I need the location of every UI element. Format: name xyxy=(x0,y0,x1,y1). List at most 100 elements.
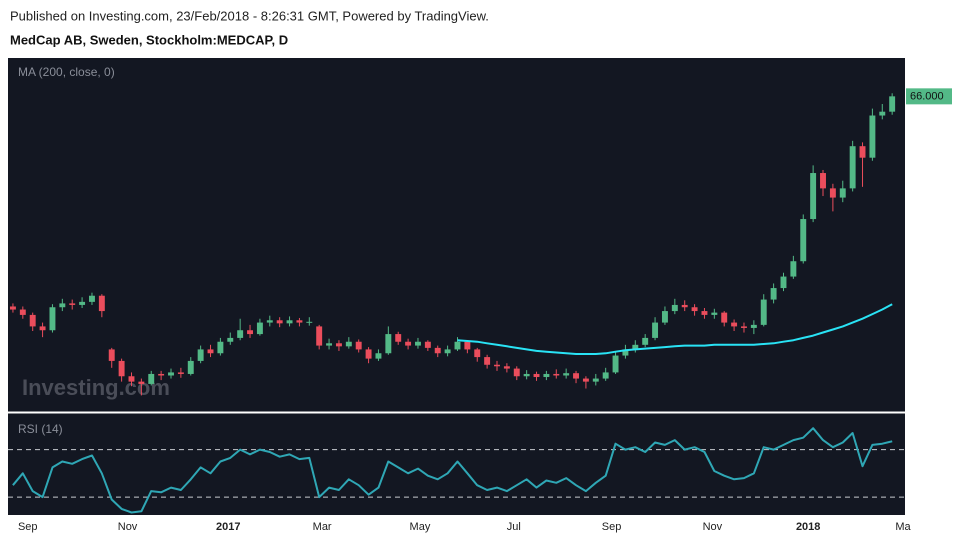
candle-body xyxy=(276,320,283,324)
watermark: Investing.com xyxy=(22,375,170,400)
candle-body xyxy=(237,330,244,338)
candle-body xyxy=(582,378,589,382)
rsi-legend: RSI (14) xyxy=(18,422,63,436)
labels-layer: 66.000 Sep Nov 2017 Mar May Jul Sep Nov 2018 Ma xyxy=(18,88,952,533)
candle-body xyxy=(59,303,66,308)
candle-body xyxy=(829,188,836,198)
candle-body xyxy=(148,373,155,384)
candle-body xyxy=(385,334,392,354)
candle-body xyxy=(494,364,500,367)
candle-body xyxy=(721,312,728,323)
line-series xyxy=(457,303,893,355)
candle-body xyxy=(128,376,135,382)
x-tick-label: Jul xyxy=(507,521,521,533)
candle-body xyxy=(632,344,639,350)
published-note: Published on Investing.com, 23/Feb/2018 … xyxy=(10,8,489,23)
candle-body xyxy=(355,341,362,350)
candle-body xyxy=(444,349,451,354)
plot-background xyxy=(8,58,905,515)
candle-body xyxy=(790,261,797,277)
x-tick-label: Sep xyxy=(18,521,38,533)
candle-body xyxy=(29,314,36,327)
candle-body xyxy=(602,372,609,379)
candle-body xyxy=(513,368,520,377)
candle-body xyxy=(434,347,441,354)
candle-body xyxy=(849,146,856,189)
candle-body xyxy=(197,349,204,361)
ma-legend: MA (200, close, 0) xyxy=(18,65,115,79)
candle-body xyxy=(118,360,125,377)
candle-body xyxy=(365,349,372,359)
candle-body xyxy=(335,343,342,347)
chart-title: MedCap AB, Sweden, Stockholm:MEDCAP, D xyxy=(10,32,288,47)
candle-body xyxy=(503,366,510,369)
x-tick-label: May xyxy=(410,521,431,533)
candle-body xyxy=(533,373,540,378)
candle-body xyxy=(454,341,461,350)
candle-body xyxy=(622,349,629,356)
candle-body xyxy=(108,349,115,361)
candle-body xyxy=(474,349,481,358)
candle-body xyxy=(89,295,95,302)
candle-body xyxy=(592,378,599,382)
candle-body xyxy=(247,330,253,335)
candle-body xyxy=(760,299,767,325)
candle-body xyxy=(543,373,550,378)
x-tick-label: Nov xyxy=(118,521,138,533)
candle-body xyxy=(395,334,402,342)
x-tick-label: Sep xyxy=(602,521,622,533)
x-tick-label: Mar xyxy=(313,521,332,533)
candle-body xyxy=(573,373,579,379)
candle-body xyxy=(859,146,866,158)
candle-body xyxy=(49,307,56,331)
candle-body xyxy=(296,320,303,323)
x-tick-label: Ma xyxy=(895,521,911,533)
last-price-label: 66.000 xyxy=(910,90,944,102)
candle-body xyxy=(563,373,570,376)
candle-body xyxy=(405,341,412,346)
candle-body xyxy=(207,349,214,354)
candle-body xyxy=(286,320,293,324)
candle-body xyxy=(553,373,560,376)
candle-body xyxy=(770,288,777,300)
candle-body xyxy=(39,326,46,331)
line-series xyxy=(12,427,893,514)
candle-body xyxy=(701,311,708,315)
candle-body xyxy=(177,372,184,374)
candle-body xyxy=(731,322,738,327)
candle-body xyxy=(227,337,234,342)
candle-body xyxy=(326,343,333,346)
candle-body xyxy=(889,96,896,112)
candle-body xyxy=(345,341,352,347)
candle-body xyxy=(671,304,678,312)
candle-body xyxy=(375,353,382,359)
candle-body xyxy=(839,188,846,198)
x-tick-label: 2018 xyxy=(796,521,820,533)
candle-body xyxy=(306,321,313,323)
candle-body xyxy=(266,320,273,323)
last-price-box xyxy=(906,88,952,105)
candle-body xyxy=(820,173,826,189)
candle-body xyxy=(98,295,105,312)
candle-body xyxy=(642,337,649,345)
x-tick-label: Nov xyxy=(703,521,723,533)
candle-body xyxy=(415,341,421,346)
marks-layer xyxy=(8,93,905,514)
candle-body xyxy=(9,306,16,310)
candle-body xyxy=(484,357,491,365)
candle-body xyxy=(19,309,26,315)
candle-body xyxy=(691,307,698,312)
candle-body xyxy=(810,173,817,220)
candle-body xyxy=(316,326,323,346)
candle-body xyxy=(711,312,718,315)
candle-body xyxy=(869,115,876,158)
candle-body xyxy=(523,373,530,377)
candle-body xyxy=(780,276,787,289)
candle-body xyxy=(661,311,668,323)
candle-body xyxy=(612,355,619,373)
candle-body xyxy=(464,341,471,350)
candle-body xyxy=(158,373,165,376)
candle-body xyxy=(800,219,807,262)
candle-body xyxy=(424,341,431,348)
